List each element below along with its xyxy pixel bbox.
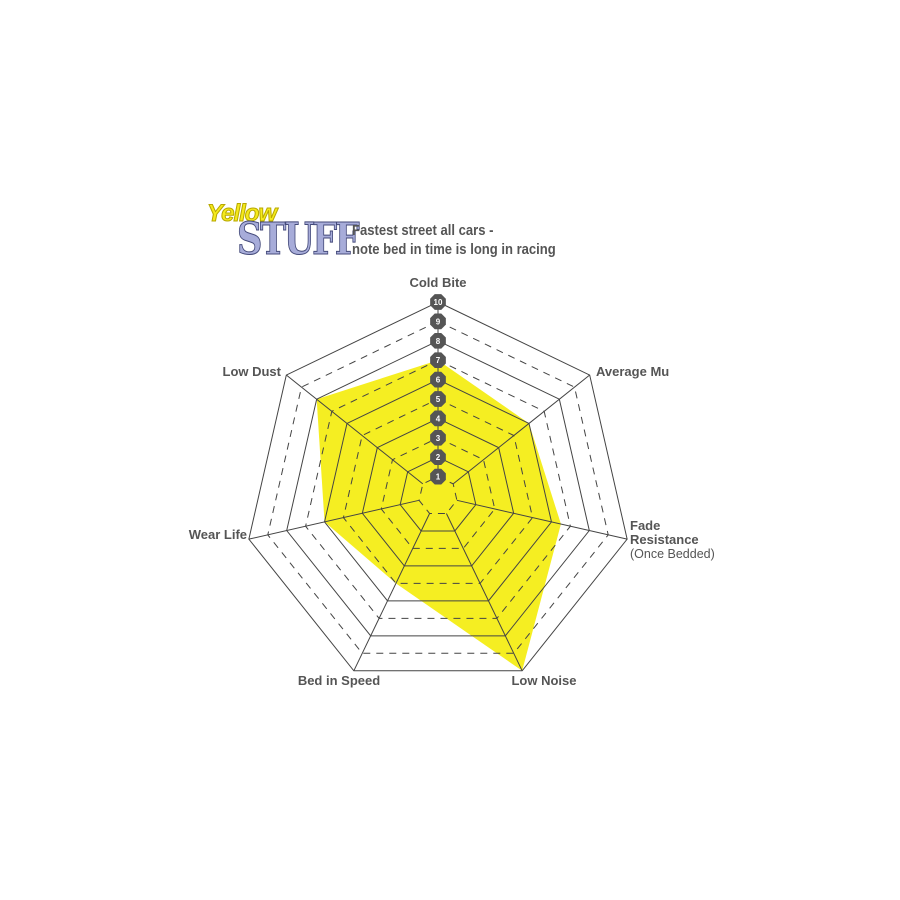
tick-label: 6 [436,376,441,385]
tick-label: 10 [434,298,443,307]
tick-badge [430,391,446,407]
axis-label: Low Noise [511,673,576,688]
tick-badge [430,332,446,349]
axis-label: Wear Life [189,527,247,542]
tick-label: 3 [436,434,441,443]
axis-label: Average Mu [596,364,669,379]
grid-ring-8 [286,340,590,637]
grid-ring-1 [418,476,458,514]
chart-subtitle: Fastest street all cars - note bed in ti… [352,222,556,260]
subtitle-line-2: note bed in time is long in racing [352,242,556,258]
subtitle-line-1: Fastest street all cars - [352,223,494,239]
tick-badge [430,410,446,427]
axis-sublabel: (Once Bedded) [630,547,715,561]
tick-badge [430,371,446,388]
axis-spoke [248,499,420,540]
axis-spoke [445,513,523,672]
logo-stuff: STUFF [237,214,361,266]
axis-label: Cold Bite [409,275,466,290]
grid-ring-2 [399,456,477,532]
grid-ring-10 [248,301,628,672]
tick-badge [430,449,446,466]
axis-spoke [456,499,628,540]
logo-yellow: Yellow [206,200,277,228]
grid-ring-6 [323,379,553,602]
axis-spoke [286,374,424,485]
axis-spoke [353,513,431,672]
tick-badge [430,294,446,310]
axis-label: Resistance [630,532,699,547]
tick-label: 1 [436,473,441,482]
tick-label: 4 [436,414,441,423]
axis-label: Low Dust [223,364,282,379]
tick-label: 8 [436,337,441,346]
tick-label: 9 [436,317,441,326]
tick-badge [430,313,446,330]
data-polygon [316,360,561,671]
axis-label: Fade [630,518,660,533]
tick-label: 5 [436,395,441,404]
tick-badge [430,429,446,446]
yellow-stuff-logo: Yellow STUFF [205,200,360,268]
axis-spoke [452,374,590,485]
tick-badge [430,468,446,485]
tick-badge [430,352,446,369]
axis-label: Bed in Speed [298,673,380,688]
tick-label: 2 [436,453,441,462]
grid-ring-4 [361,417,515,567]
grid-ring-3 [380,437,496,549]
tick-label: 7 [436,356,441,365]
